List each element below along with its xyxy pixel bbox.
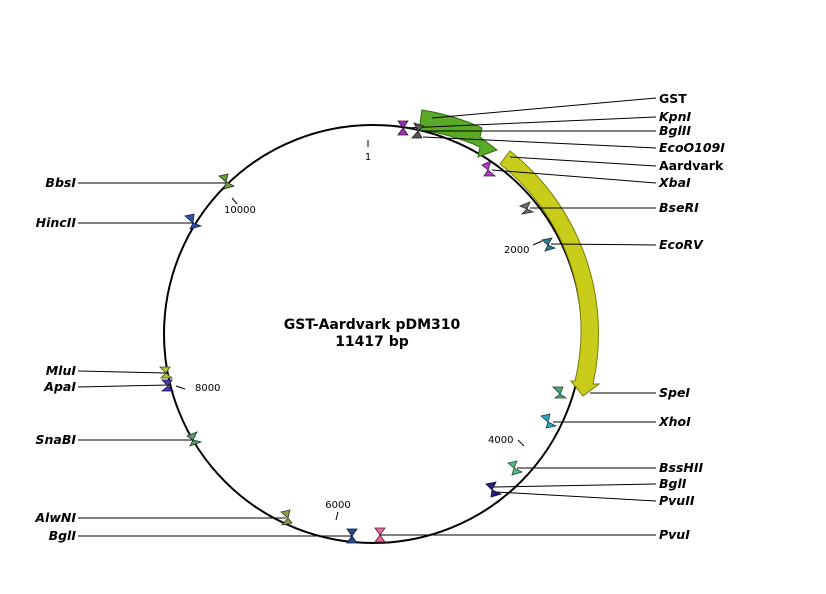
site-label-pvuii: PvuII [659,493,695,508]
tick-mark [532,240,543,246]
tick-label: 1 [365,152,371,163]
leader-line [404,116,657,129]
tick-mark [517,439,525,447]
left-labels: BglI AlwNI SnaBI ApaI MluI HincII BbsI [34,175,76,543]
site-label-apai: ApaI [43,379,76,394]
site-label-gst: GST [659,91,687,106]
site-label-aardvark: Aardvark [659,158,724,173]
ecorv-site-marker [541,237,557,252]
scale-ticks [175,140,543,521]
site-label-snabi: SnaBI [35,432,76,447]
plasmid-size: 11417 bp [335,334,409,350]
tick-label: 10000 [224,205,256,216]
site-label-bgli-right: BglI [659,476,687,491]
snabi-site-marker [186,431,203,447]
site-label-ecoo109i: EcoO109I [659,140,725,155]
bbsi-site-marker [218,173,236,190]
site-label-bseri: BseRI [659,200,699,215]
site-label-bglii: BglII [659,123,691,138]
site-label-alwni: AlwNI [34,510,76,525]
site-label-hincii: HincII [36,215,77,230]
pvui-site-marker [374,527,386,543]
tick-label: 4000 [488,435,513,446]
leader-line [493,483,657,488]
bseri-site-marker [518,201,535,215]
site-label-bbsi: BbsI [45,175,76,190]
site-markers [159,120,568,544]
leader-line [77,370,167,374]
leader-line [77,384,171,388]
tick-mark [175,385,186,390]
bgli-site-marker [346,528,358,544]
site-label-bsshii: BssHII [659,460,704,475]
plasmid-name: GST-Aardvark pDM310 [284,317,461,333]
bglii-site-marker [411,122,425,139]
hincii-site-marker [184,213,203,230]
gst-feature-arrow [418,109,499,158]
site-label-kpni: KpnI [659,109,692,124]
site-label-spei: SpeI [659,385,690,400]
tick-mark [231,197,238,205]
leader-line [491,169,657,184]
leader-lines [77,97,657,537]
site-label-xbai: XbaI [658,175,691,190]
xbai-site-marker [481,160,497,177]
site-label-xhoi: XhoI [658,414,691,429]
bsshii-site-marker [507,460,524,476]
site-label-ecorv: EcoRV [659,237,704,252]
site-label-bgli-left: BglI [49,528,77,543]
leader-line [550,243,657,246]
site-label-pvui: PvuI [659,527,690,542]
kpni-site-marker [397,120,409,136]
tick-label: 8000 [195,383,220,394]
bgli-pvuii-site-marker [485,481,503,498]
leader-line [495,491,657,502]
mlui-site-marker [159,366,174,379]
leader-line [509,156,657,167]
site-label-mlui: MluI [46,363,77,378]
right-labels: GST KpnI BglII EcoO109I Aardvark XbaI Bs… [658,91,725,542]
xhoi-site-marker [540,413,558,429]
scale-tick-labels: 1 2000 4000 6000 8000 10000 [195,152,529,511]
aardvark-feature-arrow [499,150,601,397]
leader-line [431,97,657,119]
spei-site-marker [552,386,568,399]
tick-label: 6000 [325,500,350,511]
leader-line [422,136,657,149]
alwni-site-marker [280,509,293,526]
tick-label: 2000 [504,245,529,256]
tick-mark [335,511,339,521]
apai-site-marker [160,379,174,392]
